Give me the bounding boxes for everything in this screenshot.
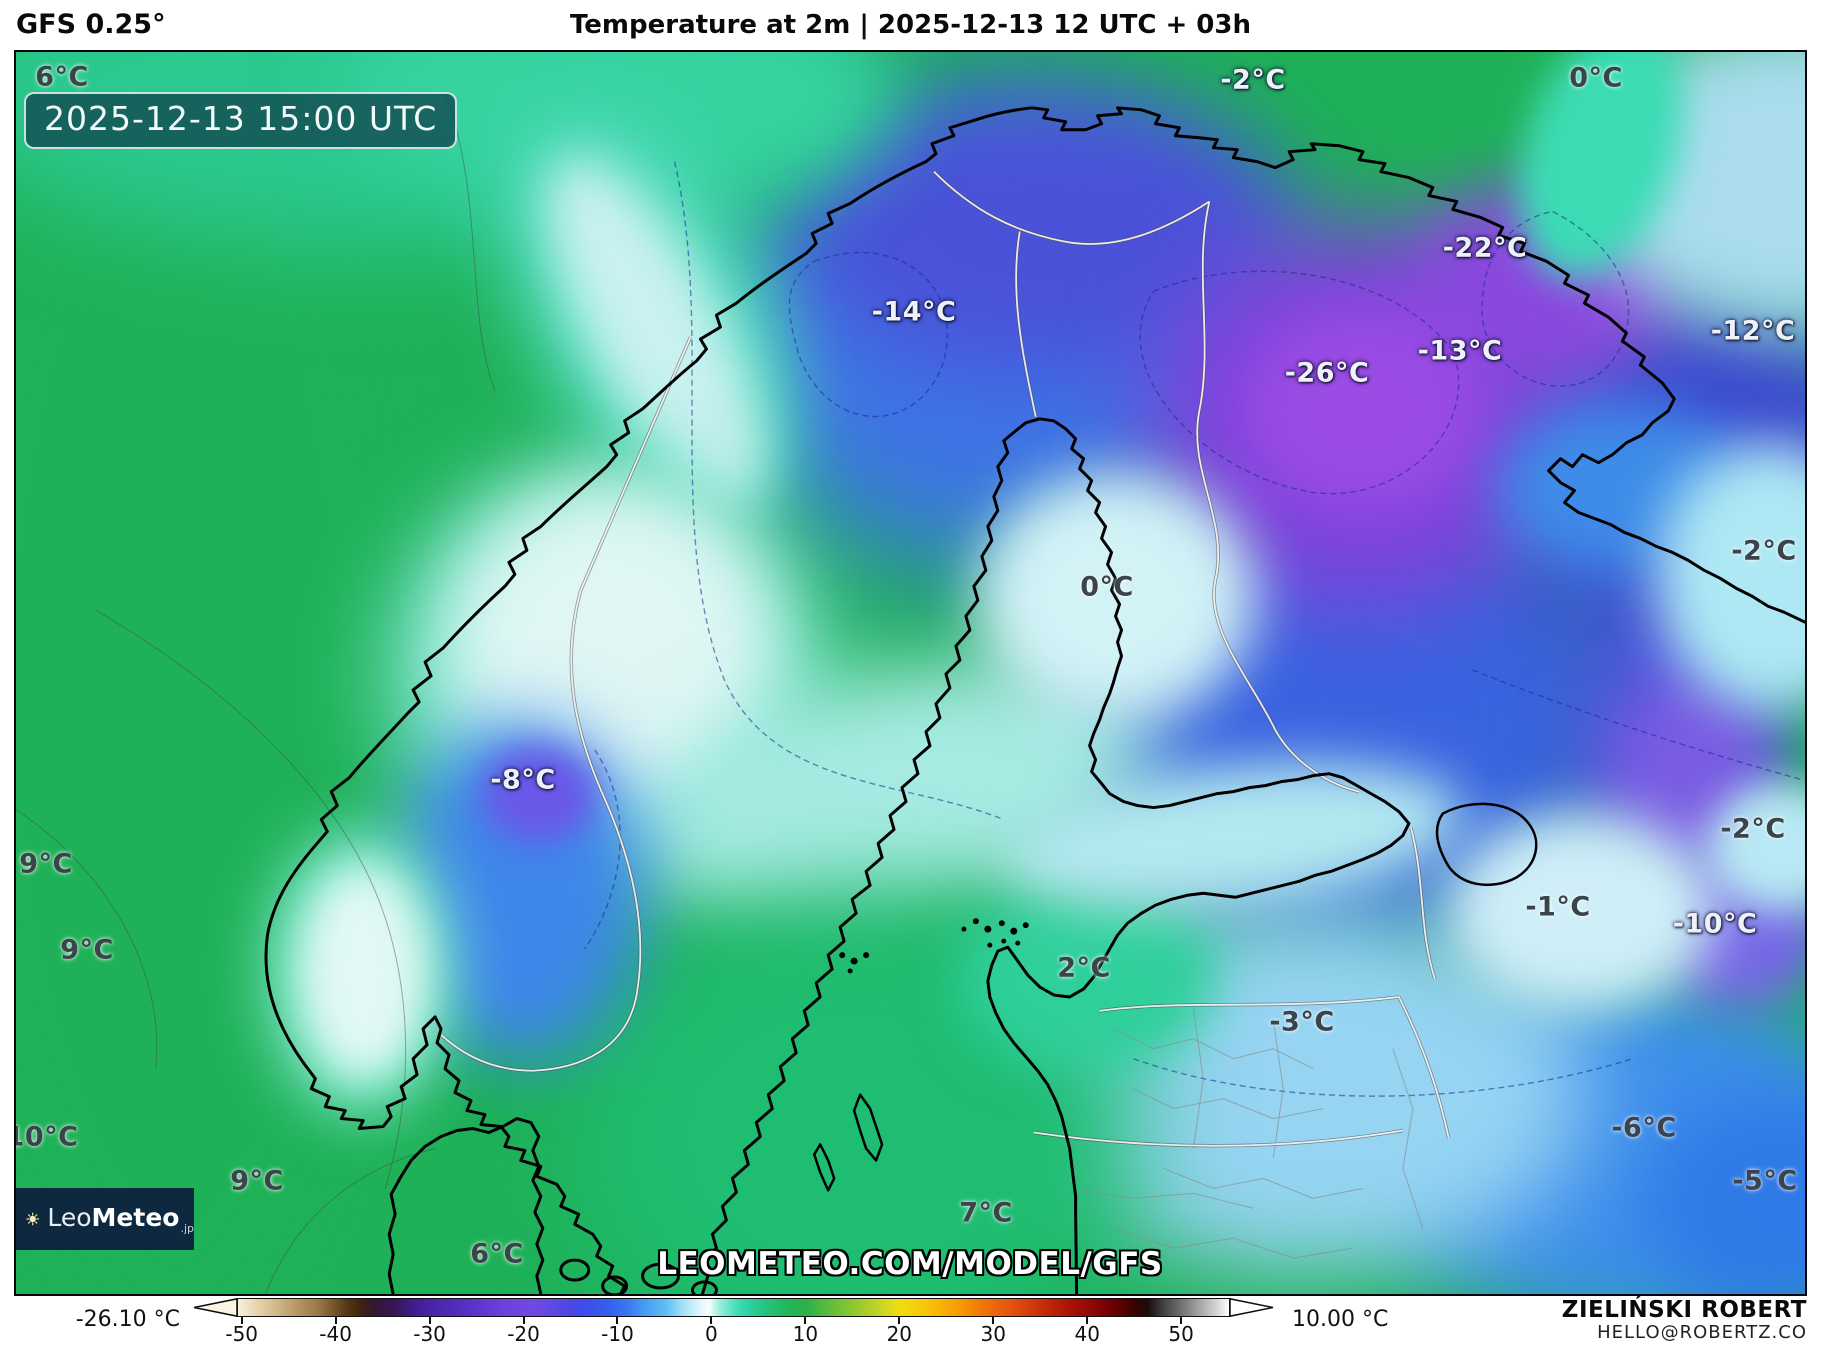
temp-label: 0°C [1080, 571, 1134, 603]
header-bar: GFS 0.25° Temperature at 2m | 2025-12-13… [0, 0, 1821, 50]
temp-label: -13°C [1417, 335, 1503, 367]
temp-label: -1°C [1525, 891, 1591, 923]
colorbar-tick [804, 1317, 807, 1324]
temp-label: -14°C [871, 296, 957, 328]
admin-borders [1073, 1008, 1424, 1259]
colorbar-tick-label: 10 [792, 1322, 819, 1346]
denmark-coastline [387, 1093, 884, 1294]
credit-email: HELLO@ROBERTZ.CO [1597, 1322, 1807, 1343]
sun-icon [26, 1212, 40, 1226]
colorbar-max-label: 10.00 °C [1292, 1307, 1389, 1332]
colorbar-tick-label: -50 [225, 1322, 259, 1346]
temp-label: -8°C [490, 764, 556, 796]
colorbar-tick-label: -30 [413, 1322, 446, 1346]
temp-label: -2°C [1731, 535, 1797, 567]
colorbar-tick-label: 20 [886, 1322, 913, 1346]
temp-label: -22°C [1442, 232, 1528, 264]
page-title: Temperature at 2m | 2025-12-13 12 UTC + … [570, 10, 1251, 40]
credit-author: ZIELIŃSKI ROBERT [1561, 1297, 1807, 1323]
temperature-field [16, 52, 1805, 1294]
leometeo-logo: LeoMeteo.jp [16, 1188, 194, 1250]
colorbar-tick-label: 30 [980, 1322, 1006, 1346]
colorbar-tick [710, 1317, 713, 1324]
temp-label: -26°C [1284, 357, 1370, 389]
colorbar-min-label: -26.10 °C [75, 1307, 180, 1332]
colorbar-tick [240, 1317, 243, 1324]
colorbar-tick [428, 1317, 431, 1324]
temperature-labels-layer: 6°C -2°C 0°C -22°C -14°C -13°C -12°C -26°C 0°C -2… [16, 52, 1805, 1294]
colorbar-tick-label: -20 [507, 1322, 540, 1346]
colorbar-tick-label: 0 [705, 1322, 718, 1346]
temp-label: -10°C [1672, 908, 1758, 940]
temperature-map: 6°C -2°C 0°C -22°C -14°C -13°C -12°C -26°C 0°C -2… [14, 50, 1807, 1296]
map-lines-layer [16, 91, 1805, 1294]
colorbar-right-arrow [1230, 1298, 1274, 1317]
timestamp-badge: 2025-12-13 15:00 UTC [24, 92, 458, 149]
logo-text: LeoMeteo.jp [47, 1203, 194, 1235]
temp-label: 9°C [60, 934, 114, 966]
colorbar-tick-label: 50 [1168, 1322, 1194, 1346]
temp-label: -5°C [1732, 1165, 1798, 1197]
temp-label: 6°C [35, 61, 89, 93]
temp-label: -2°C [1720, 813, 1786, 845]
colorbar-gradient [237, 1298, 1230, 1317]
temp-label: -12°C [1710, 315, 1796, 347]
colorbar-strip: -26.10 °C -50 -40 -30 -20 -10 0 10 20 30 40 50 10.… [0, 1296, 1821, 1346]
colorbar-tick [992, 1317, 995, 1324]
colorbar-tick [898, 1317, 901, 1324]
colorbar-tick [1086, 1317, 1089, 1324]
colorbar-tick [616, 1317, 619, 1324]
temp-label: -2°C [1220, 64, 1286, 96]
coastlines [264, 106, 1805, 1294]
model-name: GFS 0.25° [16, 9, 166, 40]
colorbar-left-arrow [193, 1298, 237, 1317]
temp-label: 6°C [470, 1238, 524, 1270]
temp-label: -6°C [1611, 1112, 1677, 1144]
temp-label: 10°C [16, 1121, 79, 1153]
colorbar-tick-label: -40 [319, 1322, 352, 1346]
temp-label: 7°C [959, 1197, 1013, 1229]
watermark-url: LEOMETEO.COM/MODEL/GFS [657, 1246, 1163, 1282]
country-borders [440, 170, 1450, 1147]
isotherm-contours-cold [584, 161, 1803, 1097]
temp-label: 9°C [19, 848, 73, 880]
temp-label: -3°C [1269, 1006, 1335, 1038]
colorbar-tick-label: -10 [601, 1322, 634, 1346]
colorbar-tick [334, 1317, 337, 1324]
temp-label: 2°C [1057, 952, 1111, 984]
temp-label: 9°C [230, 1165, 284, 1197]
archipelago-islands [839, 918, 1029, 974]
isotherm-contours-warm [16, 91, 496, 1294]
colorbar-tick-label: 40 [1074, 1322, 1100, 1346]
colorbar-tick [1180, 1317, 1183, 1324]
colorbar-tick [522, 1317, 525, 1324]
temp-label: 0°C [1569, 62, 1623, 94]
